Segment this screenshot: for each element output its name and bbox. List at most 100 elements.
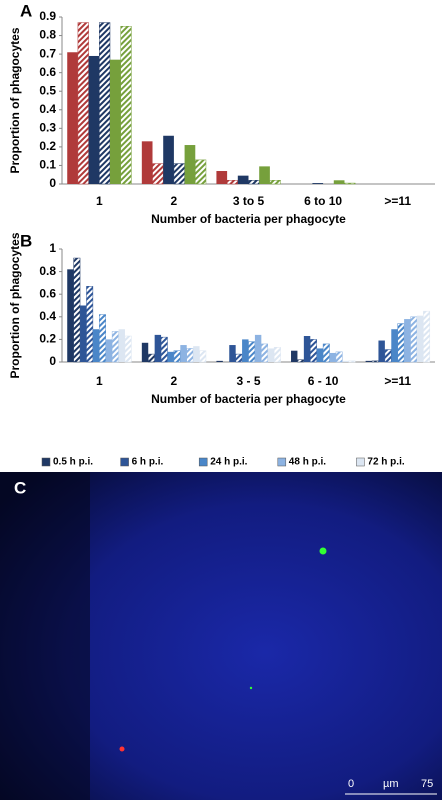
x-tick-label: 1 <box>96 194 103 208</box>
bar <box>163 135 174 184</box>
bar <box>173 350 181 363</box>
bar <box>216 171 228 184</box>
bar <box>216 360 223 362</box>
bar <box>378 340 385 362</box>
legend-label: 72 h p.i. <box>367 457 404 468</box>
bar <box>193 346 200 362</box>
bar <box>248 180 260 185</box>
bar <box>316 348 324 362</box>
bar <box>141 342 149 362</box>
bar <box>273 347 281 363</box>
bar <box>371 360 379 363</box>
bar <box>235 353 243 363</box>
bar <box>297 359 305 363</box>
bar <box>147 353 155 363</box>
x-tick-label: 3 to 5 <box>233 194 265 208</box>
legend-label: 48 h p.i. <box>289 457 326 468</box>
y-tick-label: 1 <box>49 241 56 255</box>
bar <box>310 339 317 363</box>
bar <box>109 59 121 184</box>
bar <box>77 22 89 185</box>
bar <box>344 182 356 185</box>
bar <box>303 336 311 362</box>
bar <box>160 336 168 363</box>
legend-label: 24 h p.i. <box>210 457 247 468</box>
bar <box>229 345 236 362</box>
bar <box>80 305 87 362</box>
legend-label: 0.5 h p.i. <box>53 457 93 468</box>
bar <box>404 319 411 362</box>
bar <box>184 145 196 184</box>
y-tick-label: 0.4 <box>39 102 56 116</box>
legend-swatch <box>120 457 129 467</box>
y-tick-label: 0.3 <box>39 121 56 135</box>
green-spot <box>319 547 327 555</box>
y-tick-label: 0.8 <box>39 28 56 42</box>
dark-region <box>0 472 90 800</box>
bar <box>86 286 94 363</box>
panel-label: A <box>20 1 32 20</box>
bar <box>322 343 330 363</box>
x-tick-label: 6 to 10 <box>304 194 342 208</box>
bar <box>333 180 345 184</box>
bar <box>92 329 100 362</box>
y-tick-label: 0.2 <box>39 139 56 153</box>
y-tick-label: 0.1 <box>39 158 56 172</box>
y-axis-title: Proportion of phagocytes <box>8 232 22 378</box>
bar <box>269 180 281 185</box>
scale-label: 0 <box>348 778 354 790</box>
panel-label: C <box>14 478 26 497</box>
legend-label: 6 h p.i. <box>132 457 164 468</box>
bar <box>186 348 194 363</box>
legend-swatch <box>198 457 208 467</box>
x-tick-label: 2 <box>171 194 178 208</box>
y-tick-label: 0.6 <box>39 286 56 300</box>
bar <box>67 52 78 184</box>
bar <box>73 257 81 363</box>
bar <box>416 315 424 362</box>
bar <box>173 163 185 185</box>
bar <box>237 175 249 184</box>
bar <box>423 310 431 363</box>
bar <box>259 166 270 184</box>
bar <box>154 334 162 362</box>
x-tick-label: 6 - 10 <box>308 374 339 388</box>
bar <box>88 55 100 184</box>
bar <box>141 141 153 184</box>
bar <box>397 323 405 363</box>
y-tick-label: 0.8 <box>39 264 56 278</box>
bar <box>348 360 356 363</box>
x-tick-label: 1 <box>96 374 103 388</box>
y-axis-title: Proportion of phagocytes <box>8 27 22 173</box>
x-axis-title: Number of bacteria per phagocyte <box>151 212 346 226</box>
bar <box>410 316 418 363</box>
bar <box>199 350 207 363</box>
bar <box>254 334 262 362</box>
bar <box>99 22 111 185</box>
micrograph: C 0 µm 75 <box>0 472 442 800</box>
bar <box>291 350 298 362</box>
legend-swatch <box>277 457 287 467</box>
x-tick-label: 2 <box>171 374 178 388</box>
bar <box>124 335 132 363</box>
bar <box>195 159 207 185</box>
bar <box>111 331 119 363</box>
scale-label: 75 <box>421 778 433 790</box>
bar <box>67 269 74 362</box>
x-tick-label: 3 - 5 <box>236 374 260 388</box>
bar <box>242 339 249 362</box>
bar <box>118 329 125 362</box>
bar <box>312 183 324 184</box>
x-axis-title: Number of bacteria per phagocyte <box>151 392 346 406</box>
bar <box>226 180 239 185</box>
x-tick-label: >=11 <box>384 374 411 388</box>
y-tick-label: 0.2 <box>39 332 56 346</box>
bar <box>152 163 164 185</box>
y-tick-label: 0.9 <box>39 9 56 23</box>
bar <box>335 351 343 363</box>
bar <box>261 343 268 363</box>
bar <box>120 26 132 185</box>
green-spot <box>249 686 253 690</box>
y-tick-label: 0.7 <box>39 46 56 60</box>
